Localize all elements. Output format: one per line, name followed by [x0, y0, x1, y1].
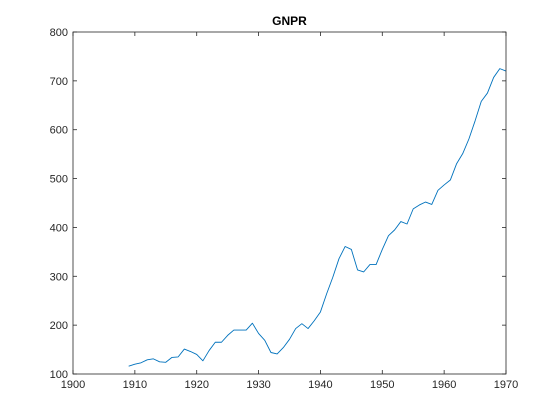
- y-tick-label: 300: [50, 271, 68, 283]
- y-tick-label: 200: [50, 320, 68, 332]
- plot-area-frame: [72, 31, 507, 375]
- axes: 1900 1910 1920 1930 1940 1950 1960 1970 100 200 30…: [50, 27, 519, 391]
- series-layer: [128, 68, 507, 367]
- x-tick-label: 1920: [184, 379, 208, 391]
- x-tick-label: 1900: [61, 379, 85, 391]
- chart-title: GNPR: [272, 14, 307, 28]
- x-tick-label: 1940: [308, 379, 332, 391]
- x-tick-label: 1930: [246, 379, 270, 391]
- series-line: [128, 68, 507, 367]
- x-tick-label: 1910: [123, 379, 147, 391]
- y-tick-label: 400: [50, 222, 68, 234]
- y-tick-label: 700: [50, 76, 68, 88]
- x-tick-label: 1960: [432, 379, 456, 391]
- y-tick-label: 800: [50, 27, 68, 39]
- y-tick-label: 500: [50, 174, 68, 186]
- y-tick-label: 100: [50, 369, 68, 381]
- plot-area-background: [73, 32, 506, 374]
- y-tick-label: 600: [50, 125, 68, 137]
- x-tick-label: 1950: [370, 379, 394, 391]
- x-tick-label: 1970: [494, 379, 518, 391]
